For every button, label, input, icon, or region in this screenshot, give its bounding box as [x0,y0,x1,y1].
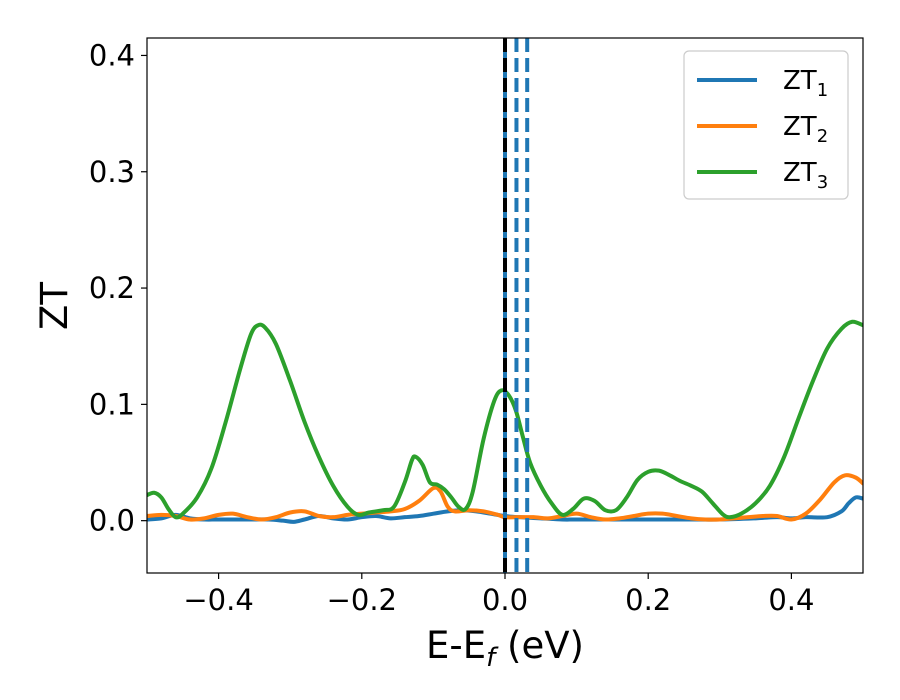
y-tick-label: 0.0 [89,504,135,538]
y-tick-label: 0.3 [89,155,135,189]
y-tick-label: 0.4 [89,38,135,72]
series-line-zt3 [147,319,863,520]
legend-label-zt3: ZT3 [783,158,828,193]
legend: ZT1 ZT2 ZT3 [683,50,849,200]
x-tick-label: −0.4 [183,583,253,617]
x-axis-ticks: −0.4 −0.2 0.0 0.2 0.4 [183,573,814,617]
legend-box [683,50,849,200]
x-tick-label: −0.2 [327,583,397,617]
legend-label-zt1: ZT1 [783,66,828,101]
x-axis-title: E-Ef (eV) [426,624,584,673]
x-tick-label: 0.4 [768,583,814,617]
y-tick-label: 0.1 [89,387,135,421]
series-lines [147,319,863,524]
x-tick-label: 0.2 [625,583,671,617]
legend-label-zt2: ZT2 [783,112,828,147]
series-line-zt2 [147,473,863,522]
x-tick-label: 0.0 [482,583,528,617]
y-tick-label: 0.2 [89,271,135,305]
y-axis-ticks: 0.0 0.1 0.2 0.3 0.4 [89,38,147,538]
y-axis-title: ZT [33,282,76,330]
reference-lines [503,38,530,573]
